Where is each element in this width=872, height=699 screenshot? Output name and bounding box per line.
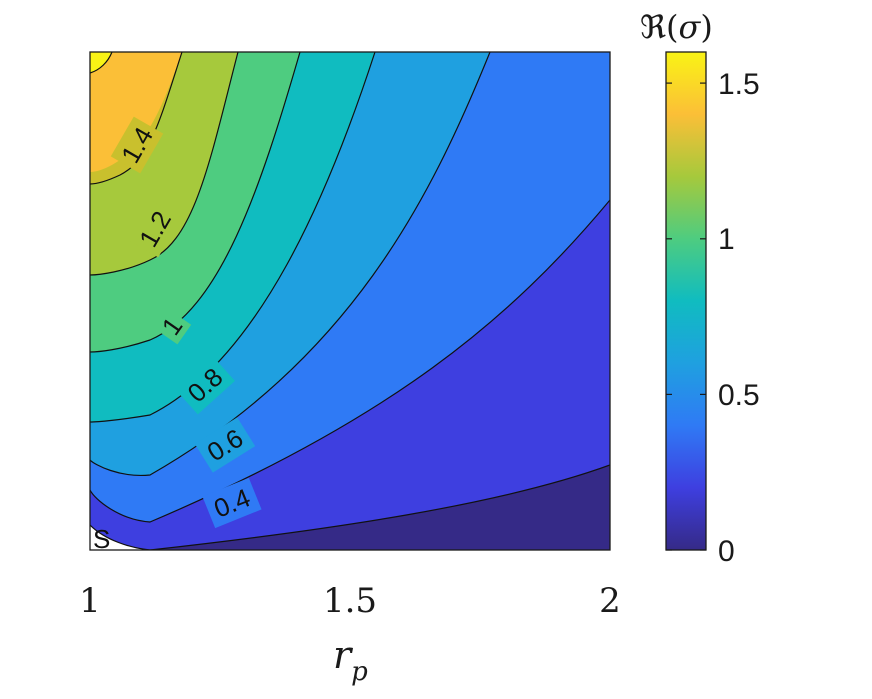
colorbar: 0 0.5 1 1.5 ℜ(σ) — [640, 8, 760, 568]
colorbar-tick-0: 0 — [718, 535, 735, 568]
contour-line-boundary — [90, 524, 151, 550]
plot-frame — [89, 51, 611, 551]
contour-line-0.4 — [90, 199, 610, 523]
contour-line-1.4 — [90, 52, 183, 185]
contour-line-0.2 — [149, 464, 610, 550]
contour-bands — [90, 52, 610, 550]
band-1.6-plus — [90, 52, 182, 172]
contour-lines — [90, 52, 610, 550]
colorbar-tick-0.5: 0.5 — [718, 379, 760, 412]
colorbar-tick-1: 1 — [718, 223, 735, 256]
contour-line-1.2 — [90, 52, 239, 276]
x-tick-label-1.5: 1.5 — [323, 581, 377, 621]
region-label-s: S — [93, 524, 110, 554]
x-axis-label: rp — [333, 633, 368, 687]
x-tick-label-1: 1 — [79, 581, 101, 621]
contour-line-1.0 — [90, 52, 301, 353]
region-s-fill — [90, 525, 150, 550]
colorbar-tick-1.5: 1.5 — [718, 68, 760, 101]
colorbar-title: ℜ(σ) — [640, 8, 713, 46]
contour-line-1.6 — [90, 52, 113, 74]
x-tick-label-2: 2 — [599, 581, 621, 621]
contour-line-0.8 — [90, 52, 376, 423]
band-peak — [90, 52, 112, 73]
colorbar-gradient — [665, 51, 707, 551]
contour-line-0.6 — [90, 52, 491, 477]
x-axis: 1 1.5 2 rp — [79, 581, 621, 687]
